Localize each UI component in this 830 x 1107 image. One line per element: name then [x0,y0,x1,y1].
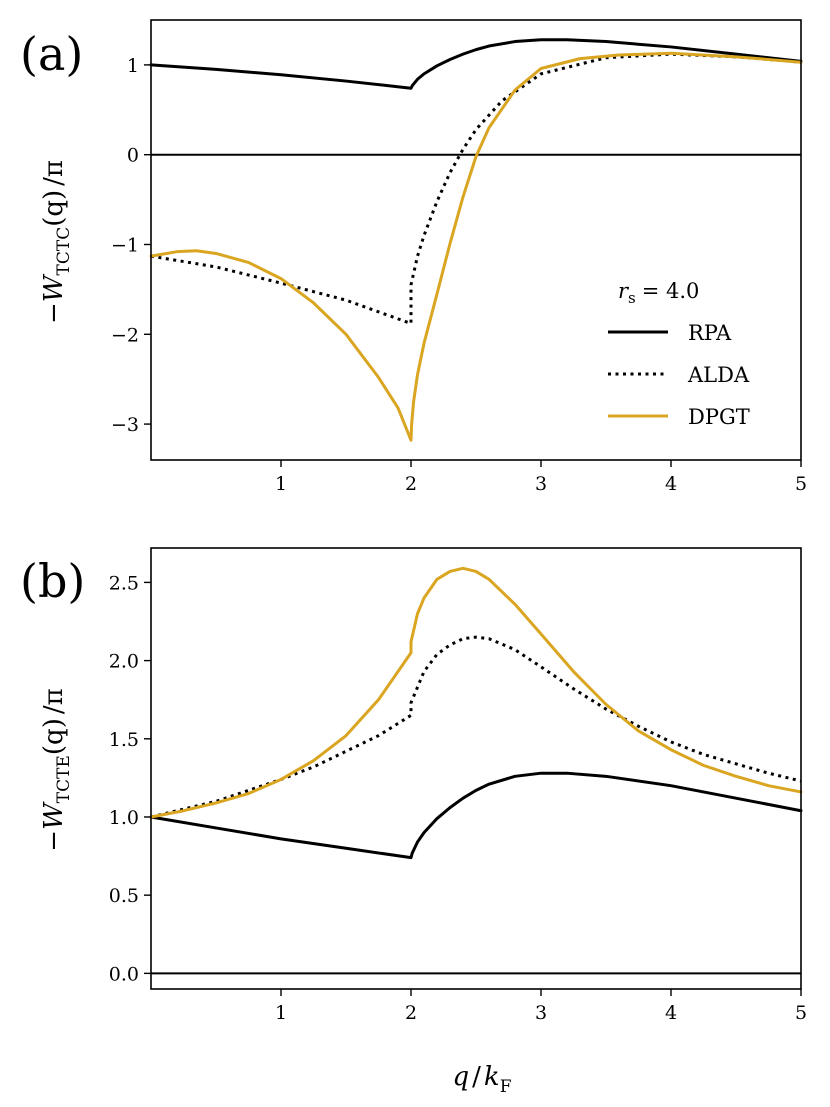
x-tick-label: 3 [535,1002,547,1024]
panel-b-ylabel: −WTCTE(q) /π [39,688,74,851]
y-tick-label: 0.0 [109,963,139,985]
xlabel-var: q [453,1062,470,1092]
x-tick-label: 2 [405,1002,417,1024]
y-tick-label: 0.5 [109,885,139,907]
legend-title: rs = 4.0 [618,279,699,307]
series-rpa-line [149,38,803,90]
ylabel-prefix: −W [39,801,69,852]
panel-a-label: (a) [20,27,83,81]
x-tick-label: 2 [405,473,417,495]
legend-rpa-label: RPA [688,321,732,345]
xlabel-sep: / [472,1062,481,1092]
ylabel-arg: (q) [39,718,69,755]
ylabel-sub: TCTE [54,755,74,803]
x-axis-label: q / kF [453,1062,512,1097]
y-tick-label: 1.5 [109,729,139,751]
y-tick-label: 1.0 [109,807,139,829]
y-tick-label: 2.5 [109,572,139,594]
panel-a-ticks: 1 2 3 4 5 1 0 −1 −2 −3 [111,55,807,495]
legend-param-var: r [618,279,630,303]
series-alda-line [150,635,802,819]
legend-alda-label: ALDA [687,363,750,387]
panel-a: (a) 1 2 3 4 5 1 0 −1 −2 −3 −WTCTC(q) /π rs = 4.0 RP… [20,19,807,495]
legend-param-sub: s [628,289,636,307]
series-dpgt-line [149,566,803,819]
y-tick-label: −1 [111,234,139,256]
x-tick-label: 4 [665,1002,677,1024]
panel-b-label: (b) [20,554,85,608]
xlabel-sub: F [500,1077,512,1097]
panel-b-series [149,566,803,860]
panel-a-frame [150,19,802,461]
y-tick-label: 0 [127,145,139,167]
ylabel-sub: TCTC [54,227,74,276]
y-tick-label: −3 [111,414,139,436]
y-tick-label: −2 [111,324,139,346]
series-rpa-line [149,771,803,860]
legend-param-value: = 4.0 [642,279,700,303]
xlabel-k: k [484,1062,500,1092]
legend: rs = 4.0 RPA ALDA DPGT [608,279,750,429]
ylabel-suffix: /π [39,688,69,714]
x-tick-label: 5 [795,1002,807,1024]
x-tick-label: 3 [535,473,547,495]
x-tick-label: 1 [275,1002,287,1024]
y-tick-label: 1 [127,55,139,77]
panel-b-frame [150,547,802,990]
ylabel-suffix: /π [39,160,69,186]
panel-a-series [149,38,803,442]
legend-dpgt-label: DPGT [688,405,750,429]
panel-b-ticks: 1 2 3 4 5 2.5 2.0 1.5 1.0 0.5 0.0 [109,572,807,1024]
x-tick-label: 1 [275,473,287,495]
y-tick-label: 2.0 [109,651,139,673]
x-tick-label: 5 [795,473,807,495]
series-alda-line [150,52,802,326]
series-dpgt-line [149,51,803,442]
ylabel-prefix: −W [39,273,69,324]
x-tick-label: 4 [665,473,677,495]
ylabel-arg: (q) [39,190,69,227]
panel-b: (b) 1 2 3 4 5 2.5 2.0 1.5 1.0 0.5 0.0 −WTCTE(q) /π [20,547,807,1024]
panel-a-ylabel: −WTCTC(q) /π [39,160,74,324]
